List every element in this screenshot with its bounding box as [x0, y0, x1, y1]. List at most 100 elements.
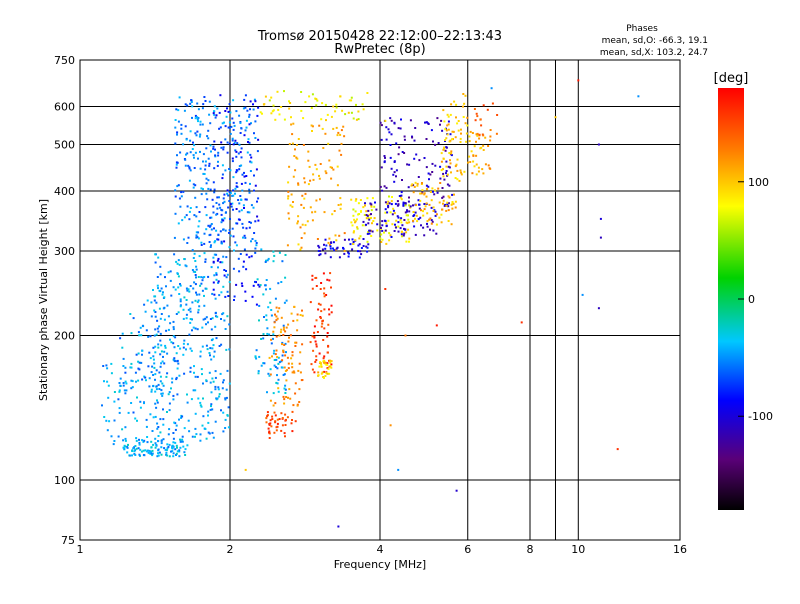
- data-point: [390, 119, 393, 122]
- data-point: [445, 146, 448, 149]
- data-point: [172, 328, 175, 331]
- data-point: [392, 209, 395, 212]
- data-point: [343, 232, 346, 235]
- data-point: [368, 218, 371, 221]
- data-point: [212, 344, 215, 347]
- data-point: [318, 250, 321, 252]
- data-point: [219, 261, 222, 264]
- data-point: [209, 408, 212, 411]
- data-point: [354, 221, 356, 224]
- data-point: [227, 126, 230, 129]
- data-point: [141, 378, 144, 381]
- data-point: [285, 326, 288, 329]
- data-point: [448, 152, 451, 154]
- data-point: [281, 366, 284, 369]
- data-point: [275, 426, 278, 429]
- data-point: [272, 352, 275, 355]
- data-point: [167, 315, 170, 318]
- data-point: [441, 208, 443, 211]
- data-point: [178, 374, 181, 377]
- data-point: [164, 346, 167, 349]
- data-point: [189, 130, 192, 133]
- data-point: [434, 189, 436, 192]
- data-point: [274, 414, 277, 417]
- data-point: [250, 221, 252, 224]
- data-point: [166, 447, 169, 450]
- data-point: [408, 204, 411, 207]
- data-point: [126, 451, 129, 454]
- data-point: [242, 226, 245, 229]
- data-point: [220, 409, 222, 412]
- data-point: [269, 287, 272, 290]
- data-point: [388, 232, 391, 235]
- data-point: [318, 352, 321, 355]
- data-point: [431, 187, 434, 190]
- data-point: [154, 437, 157, 440]
- data-point: [207, 129, 210, 132]
- data-point: [241, 222, 244, 225]
- data-point: [380, 241, 383, 243]
- data-point: [413, 157, 416, 160]
- data-point: [318, 365, 321, 368]
- data-point: [213, 191, 216, 194]
- data-point: [366, 250, 369, 253]
- data-point: [148, 351, 151, 354]
- data-point: [298, 362, 301, 365]
- data-point: [182, 317, 185, 320]
- data-point: [179, 151, 182, 154]
- data-point: [228, 348, 231, 351]
- data-point: [307, 150, 310, 153]
- data-point: [167, 445, 170, 448]
- data-point: [188, 179, 191, 182]
- data-point: [447, 120, 450, 123]
- data-point: [249, 108, 251, 111]
- data-point: [162, 291, 164, 294]
- data-point: [185, 317, 188, 320]
- data-point: [110, 372, 113, 375]
- data-point: [490, 87, 493, 90]
- data-point: [311, 130, 313, 132]
- data-point: [292, 201, 294, 203]
- data-point: [194, 260, 197, 262]
- data-point: [420, 224, 422, 227]
- data-point: [229, 234, 232, 237]
- data-point: [450, 203, 453, 206]
- data-point: [217, 151, 220, 154]
- data-point: [368, 232, 371, 235]
- data-point: [195, 293, 198, 296]
- data-point: [253, 98, 256, 101]
- data-point: [220, 208, 223, 211]
- x-tick-label: 10: [571, 543, 585, 556]
- data-point: [227, 406, 230, 409]
- data-point: [211, 292, 214, 295]
- data-point: [342, 247, 345, 250]
- data-point: [234, 149, 237, 152]
- data-point: [175, 163, 178, 166]
- data-point: [166, 411, 168, 413]
- data-point: [414, 217, 416, 220]
- data-point: [390, 236, 393, 238]
- data-point: [419, 199, 422, 202]
- data-point: [358, 243, 361, 246]
- data-point: [418, 159, 421, 162]
- data-point: [404, 228, 407, 231]
- data-point: [443, 178, 446, 181]
- data-point: [199, 350, 202, 353]
- data-point: [175, 313, 178, 315]
- data-point: [222, 148, 225, 151]
- data-point: [232, 194, 235, 197]
- data-point: [265, 259, 267, 262]
- data-point: [124, 426, 127, 429]
- data-point: [226, 192, 229, 195]
- data-point: [439, 182, 442, 184]
- data-point: [201, 373, 203, 376]
- data-point: [229, 132, 232, 135]
- data-point: [268, 356, 271, 359]
- data-point: [466, 116, 469, 119]
- data-point: [393, 171, 396, 174]
- data-point: [170, 387, 172, 390]
- data-point: [442, 172, 445, 175]
- data-point: [245, 268, 248, 271]
- data-point: [208, 225, 211, 228]
- data-point: [322, 339, 325, 341]
